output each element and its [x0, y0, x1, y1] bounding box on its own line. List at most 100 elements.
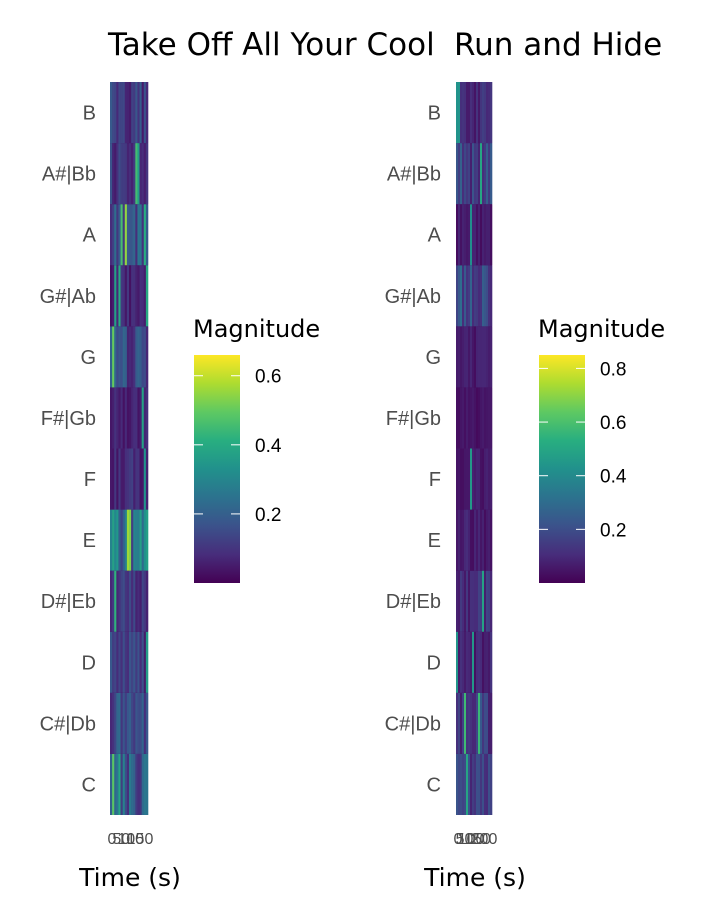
- heatmap-cell: [474, 265, 477, 327]
- heatmap-cell: [490, 753, 493, 815]
- heatmap-cell: [133, 265, 136, 327]
- heatmap-cell: [114, 204, 117, 266]
- heatmap-cell: [488, 448, 491, 510]
- heatmap-cell: [110, 570, 113, 632]
- heatmap-cell: [141, 143, 145, 205]
- heatmap-cell: [135, 387, 138, 449]
- heatmap-cell: [478, 509, 481, 571]
- heatmap-cell: [116, 143, 119, 205]
- heatmap-cell: [114, 509, 117, 571]
- heatmap-cell: [466, 509, 469, 571]
- heatmap-cell: [462, 631, 465, 693]
- heatmap-cell: [122, 204, 126, 266]
- heatmap-cell: [460, 143, 463, 205]
- heatmap-cell: [114, 326, 117, 388]
- y-tick-label: E: [428, 530, 441, 552]
- heatmap-cell: [135, 204, 138, 266]
- heatmap-cell: [474, 204, 477, 266]
- y-tick-label: F: [84, 469, 96, 491]
- heatmap-cell: [143, 326, 147, 388]
- heatmap-cell: [135, 326, 138, 388]
- heatmap-cell: [139, 448, 142, 510]
- heatmap-cell: [124, 82, 128, 144]
- heatmap-cell: [484, 631, 487, 693]
- heatmap-cell: [480, 204, 483, 266]
- heatmap-cell: [458, 631, 461, 693]
- heatmap-cell: [466, 326, 469, 388]
- heatmap-cell: [482, 265, 485, 327]
- heatmap-cell: [135, 265, 138, 327]
- heatmap-cell: [488, 692, 491, 754]
- heatmap-cell: [476, 692, 479, 754]
- heatmap-cell: [470, 753, 473, 815]
- heatmap-cell: [110, 204, 113, 266]
- heatmap-cell: [120, 265, 123, 327]
- heatmap-cell: [116, 326, 119, 388]
- heatmap-cell: [114, 82, 117, 144]
- heatmap-cell: [137, 82, 140, 144]
- heatmap-cell: [133, 692, 136, 754]
- heatmap-cell: [460, 204, 463, 266]
- heatmap-cell: [456, 570, 459, 632]
- heatmap-cell: [488, 82, 491, 144]
- heatmap-cell: [122, 692, 126, 754]
- y-tick-label: F: [429, 469, 441, 491]
- heatmap-cell: [474, 509, 477, 571]
- heatmap-cell: [458, 448, 461, 510]
- heatmap-cell: [139, 387, 142, 449]
- heatmap-cell: [129, 509, 132, 571]
- x-tick-label: 0: [108, 831, 117, 848]
- heatmap-cell: [110, 326, 113, 388]
- heatmap-cell: [110, 448, 113, 510]
- heatmap-cell: [458, 509, 461, 571]
- heatmap-cell: [464, 326, 467, 388]
- heatmap-cell: [474, 631, 477, 693]
- heatmap-cell: [126, 570, 130, 632]
- heatmap-cell: [476, 265, 479, 327]
- heatmap-cell: [484, 204, 487, 266]
- heatmap-cell: [116, 570, 119, 632]
- heatmap-cell: [137, 204, 140, 266]
- heatmap-cell: [474, 570, 477, 632]
- heatmap-panel-right: C C#|Db D D#|Eb E F F#|Gb G G#|Ab A A#|Bb B 05010015…: [385, 82, 497, 848]
- heatmap-cell: [476, 448, 479, 510]
- legend-title-left: Magnitude: [193, 315, 320, 343]
- heatmap-cell: [145, 265, 149, 327]
- heatmap-cell: [133, 509, 136, 571]
- heatmap-cell: [139, 631, 142, 693]
- heatmap-cell: [120, 631, 123, 693]
- x-tick-label: 100: [458, 831, 485, 848]
- heatmap-cell: [482, 143, 485, 205]
- heatmap-cell: [120, 753, 123, 815]
- heatmap-cell: [126, 387, 130, 449]
- heatmap-cell: [486, 448, 489, 510]
- x-axis-label-right: Time (s): [423, 863, 526, 892]
- heatmap-cell: [112, 448, 115, 510]
- heatmap-cell: [120, 387, 123, 449]
- heatmap-cell: [482, 448, 485, 510]
- heatmap-cell: [143, 753, 147, 815]
- heatmap-cell: [466, 570, 469, 632]
- y-tick-label: D: [427, 652, 441, 674]
- heatmap-cell: [122, 143, 126, 205]
- heatmap-cell: [141, 631, 145, 693]
- heatmap-cell: [139, 570, 142, 632]
- heatmap-cell: [124, 265, 128, 327]
- heatmap-cell: [462, 692, 465, 754]
- heatmap-cell: [478, 326, 481, 388]
- heatmap-cell: [143, 448, 147, 510]
- heatmap-cell: [118, 265, 121, 327]
- heatmap-cell: [116, 448, 119, 510]
- heatmap-cell: [480, 82, 483, 144]
- heatmap-cell: [470, 570, 473, 632]
- heatmap-cell: [143, 631, 147, 693]
- heatmap-cell: [458, 570, 461, 632]
- heatmap-cell: [143, 143, 147, 205]
- heatmap-cell: [474, 387, 477, 449]
- heatmap-cell: [460, 570, 463, 632]
- heatmap-cell: [143, 204, 147, 266]
- heatmap-cell: [478, 265, 481, 327]
- heatmap-cell: [133, 631, 136, 693]
- colorbar-right: [539, 355, 585, 583]
- colorbar-left: [194, 355, 240, 583]
